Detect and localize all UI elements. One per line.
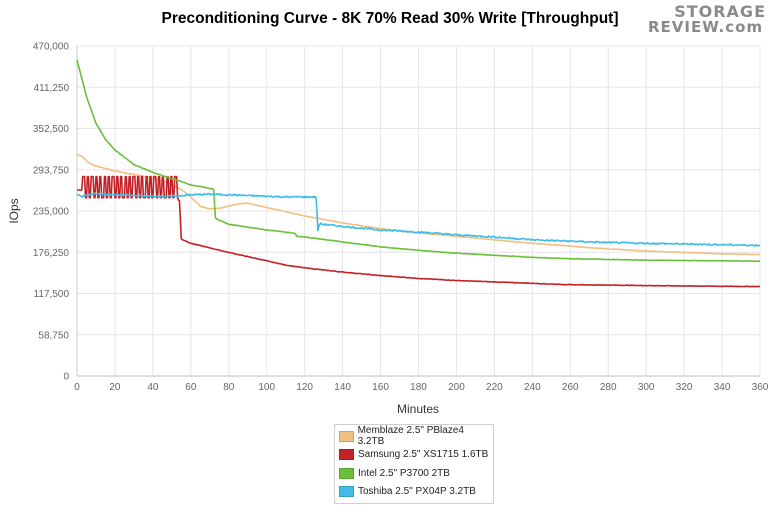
x-tick-label: 60 (185, 382, 197, 393)
grid (76, 45, 761, 377)
legend-item[interactable]: Memblaze 2.5" PBlaze4 3.2TB (339, 425, 489, 448)
series-lines (76, 59, 761, 288)
y-tick-label: 235,000 (33, 207, 70, 218)
legend-label: Intel 2.5" P3700 2TB (358, 467, 450, 479)
y-tick-label: 58,750 (38, 330, 69, 341)
legend-label: Samsung 2.5" XS1715 1.6TB (358, 449, 489, 461)
x-tick-label: 320 (676, 382, 693, 393)
y-tick-label: 470,000 (33, 42, 70, 53)
x-tick-label: 20 (109, 382, 121, 393)
y-tick-label: 117,500 (34, 289, 70, 300)
axes: 0 58,750 117,500 176,250 235,000 293,750 352,5… (33, 42, 769, 394)
x-tick-label: 160 (372, 382, 389, 393)
legend-swatch (339, 430, 354, 442)
y-tick-label: 176,250 (33, 248, 70, 259)
x-tick-label: 0 (74, 382, 80, 393)
legend-item[interactable]: Intel 2.5" P3700 2TB (339, 464, 489, 483)
y-tick-label: 411,250 (34, 83, 70, 94)
y-tick-label: 293,750 (33, 165, 70, 176)
x-tick-label: 340 (714, 382, 731, 393)
y-tick-label: 0 (63, 372, 69, 383)
series-line-2 (76, 59, 761, 263)
legend-swatch (339, 467, 354, 479)
x-tick-label: 180 (410, 382, 427, 393)
legend-item[interactable]: Toshiba 2.5" PX04P 3.2TB (339, 483, 489, 502)
logo-line-2: REVIEW.com (648, 18, 764, 36)
legend-swatch (339, 449, 354, 461)
x-tick-label: 140 (334, 382, 351, 393)
legend-swatch (339, 486, 354, 498)
y-axis-label: IOps (7, 198, 21, 223)
legend-item[interactable]: Samsung 2.5" XS1715 1.6TB (339, 446, 489, 465)
storagereview-logo: STORAGE REVIEW.com (648, 4, 766, 38)
series-line-0 (76, 153, 760, 256)
x-tick-label: 260 (562, 382, 579, 393)
x-tick-label: 40 (147, 382, 159, 393)
legend-label: Toshiba 2.5" PX04P 3.2TB (358, 486, 476, 498)
x-tick-label: 220 (486, 382, 503, 393)
legend: Memblaze 2.5" PBlaze4 3.2TB Samsung 2.5" … (334, 424, 494, 504)
x-tick-label: 240 (524, 382, 541, 393)
series-line-1 (76, 175, 760, 288)
x-tick-label: 360 (752, 382, 769, 393)
chart-title: Preconditioning Curve - 8K 70% Read 30% … (161, 10, 619, 27)
x-tick-label: 280 (600, 382, 617, 393)
x-tick-label: 80 (223, 382, 235, 393)
x-tick-label: 120 (296, 382, 313, 393)
x-tick-label: 100 (258, 382, 275, 393)
x-tick-label: 200 (448, 382, 465, 393)
series-line-3 (76, 192, 761, 247)
x-tick-label: 300 (638, 382, 655, 393)
logo-line-1: STORAGE (674, 2, 766, 21)
legend-label: Memblaze 2.5" PBlaze4 3.2TB (357, 425, 464, 448)
y-tick-label: 352,500 (33, 124, 70, 135)
x-axis-label: Minutes (397, 402, 439, 416)
